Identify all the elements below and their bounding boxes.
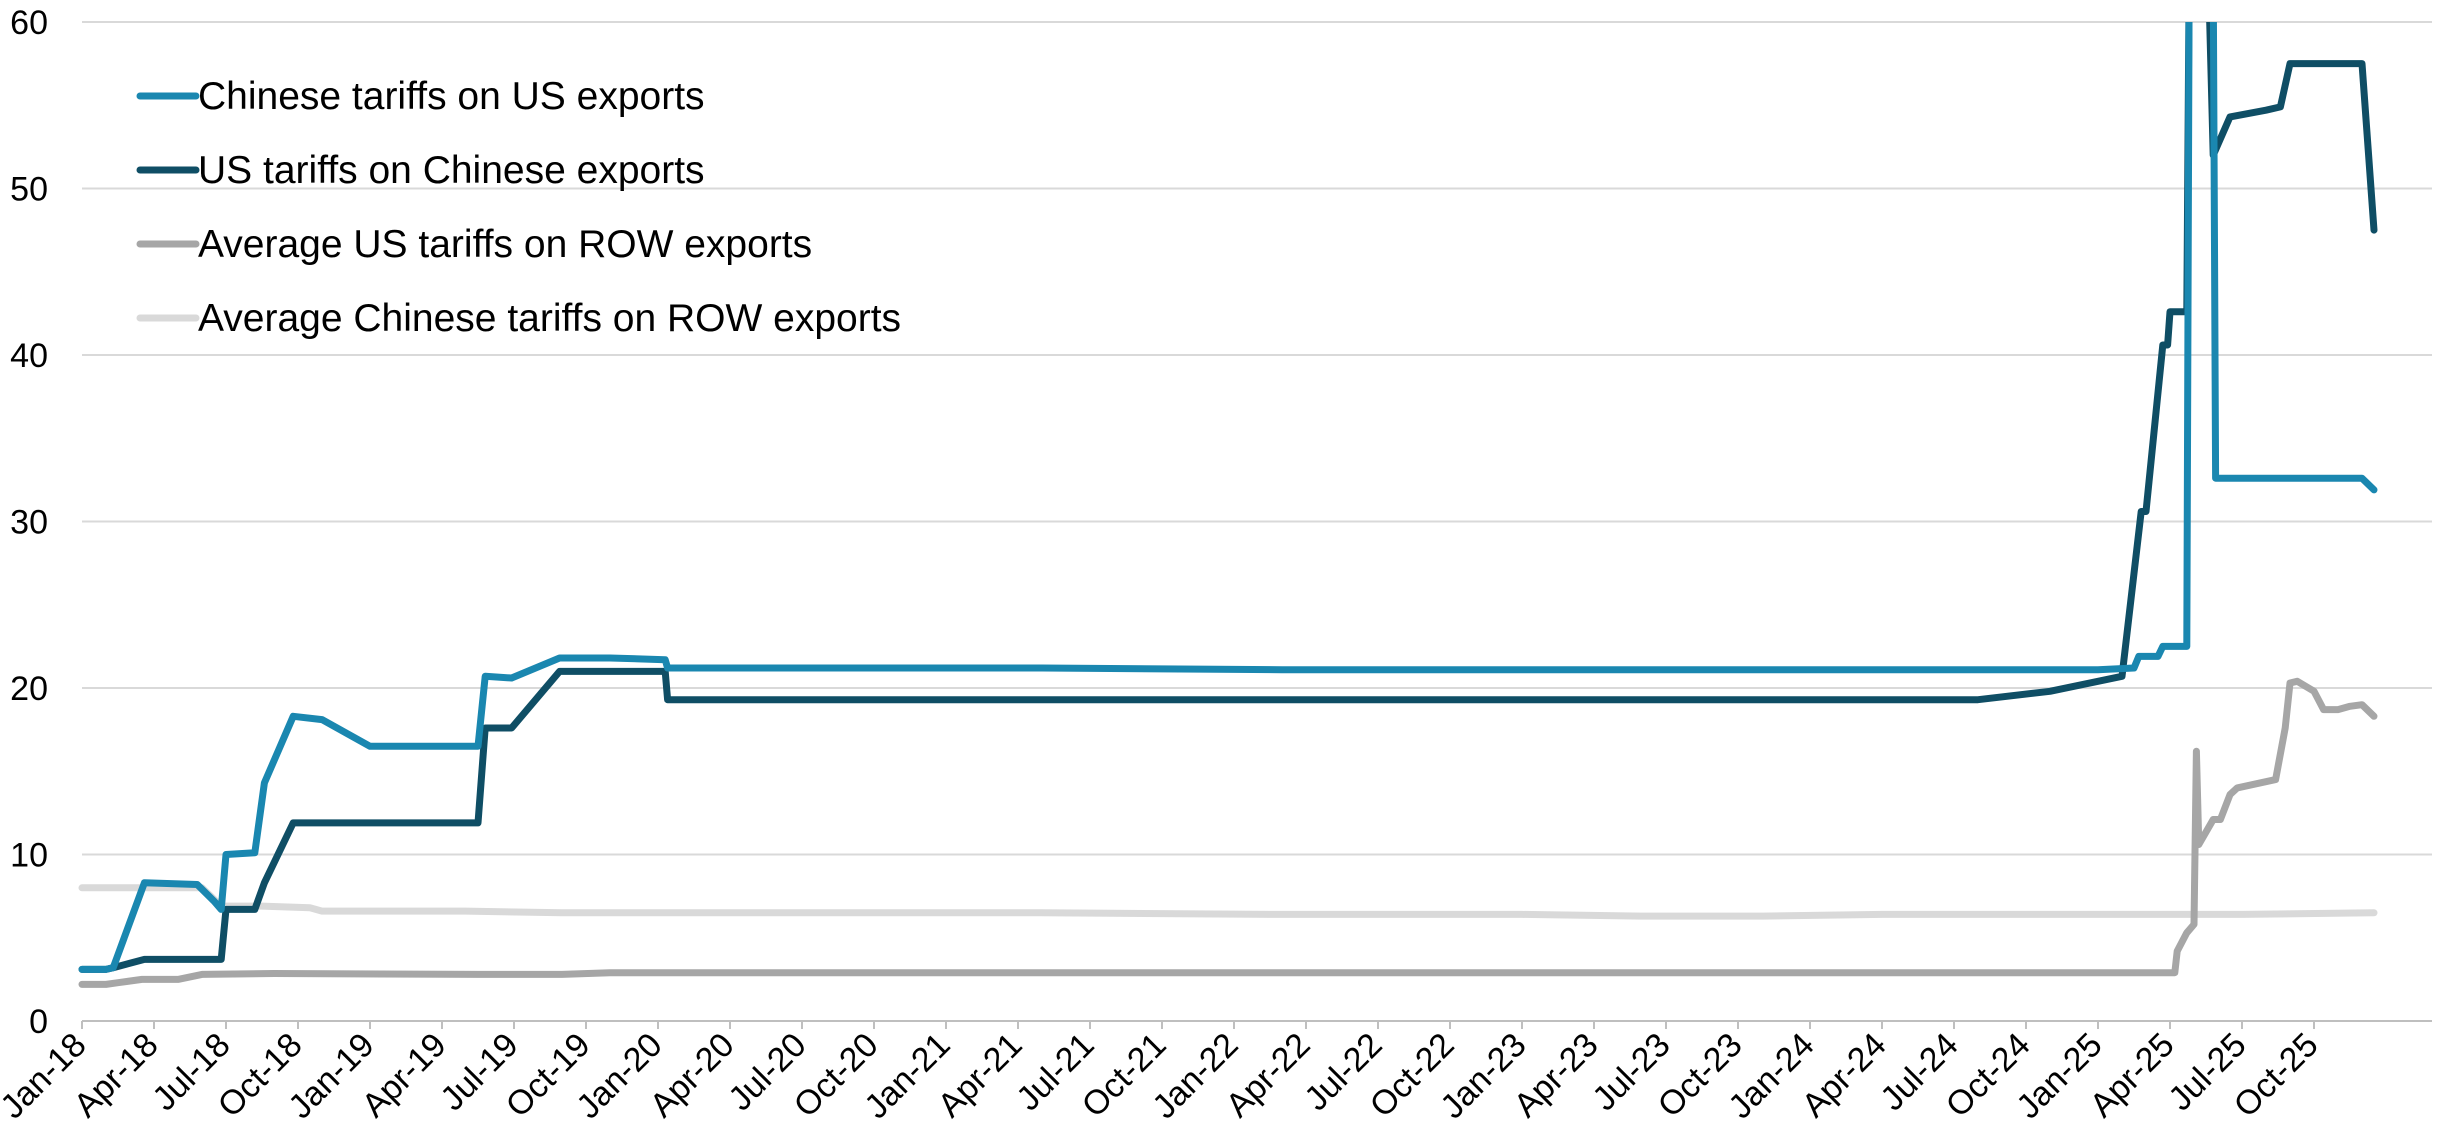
y-tick-label: 20 xyxy=(10,670,48,708)
legend: Chinese tariffs on US exports US tariffs … xyxy=(136,75,901,340)
y-tick-label: 50 xyxy=(10,171,48,209)
series-line-chinese-tariffs-on-us-exports xyxy=(78,22,2378,973)
series-line-average-us-tariffs-on-row-exports xyxy=(78,677,2378,988)
y-tick-label: 30 xyxy=(10,504,48,542)
gridlines xyxy=(82,21,2432,856)
legend-label: US tariffs on Chinese exports xyxy=(198,149,705,192)
series-line-average-chinese-tariffs-on-row-exports xyxy=(78,884,2378,920)
y-tick-label: 40 xyxy=(10,337,48,375)
legend-label: Chinese tariffs on US exports xyxy=(198,75,705,118)
y-tick-label: 0 xyxy=(29,1003,48,1041)
legend-label: Average Chinese tariffs on ROW exports xyxy=(198,297,901,340)
y-tick-label: 10 xyxy=(10,837,48,875)
legend-label: Average US tariffs on ROW exports xyxy=(198,223,812,266)
series-line-us-tariffs-on-chinese-exports xyxy=(78,22,2378,973)
y-tick-label: 60 xyxy=(10,4,48,42)
series-lines xyxy=(78,22,2378,988)
